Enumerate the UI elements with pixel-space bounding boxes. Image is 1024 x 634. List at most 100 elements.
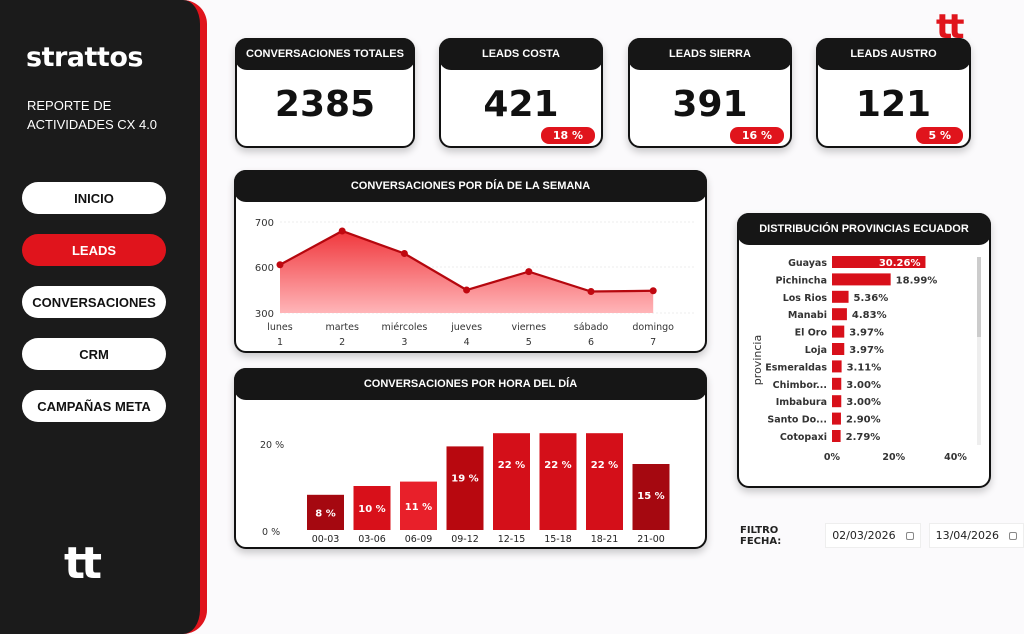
kpi-percent-badge: 18 % [540,127,595,144]
category-label: Cotopaxi [780,432,827,443]
kpi-title: LEADS SIERRA [628,38,792,70]
category-label: Chimbor... [773,380,827,391]
x-tick-label: 06-09 [405,534,433,545]
bar-value-label: 2.79% [846,432,881,443]
bar [353,486,391,530]
bar [446,446,484,530]
nav-inicio[interactable]: INICIO [22,182,166,214]
category-label: Pichincha [776,275,827,286]
bar-value-label: 4.83% [852,310,887,321]
x-tick-label: 12-15 [498,534,526,545]
bar-value-label: 18.99% [896,275,938,286]
y-axis-label: provincia [751,335,764,385]
x-tick-label: 0% [824,452,841,463]
y-tick-label: 600 [255,263,274,274]
bar-value-label: 2.90% [846,415,881,426]
calendar-icon[interactable] [1009,531,1017,540]
bar-value-label: 3.11% [847,362,882,373]
bar [586,433,623,530]
category-label: Guayas [788,258,827,269]
chart-title: CONVERSACIONES POR DÍA DE LA SEMANA [234,170,707,202]
x-tick-label: 03-06 [358,534,386,545]
bar-value-label: 10 % [358,504,385,515]
bar [832,395,842,408]
chart-provincias: DISTRIBUCIÓN PROVINCIAS ECUADOR provinci… [737,213,991,488]
bar [832,377,842,390]
data-point [587,288,595,296]
x-tick-label: 40% [944,452,967,463]
bar-value-label: 11 % [405,502,432,513]
bar [832,412,841,425]
x-tick-sublabel: 3 [401,337,407,348]
x-tick-label: sábado [574,322,609,333]
kpi-leads-austro: LEADS AUSTRO 121 5 % [816,38,971,148]
line-chart: 700 600 300 lunes 1 martes 2 miércoles 3 jueves 4 v… [255,218,696,348]
bar [832,325,845,338]
x-tick-label: martes [325,322,359,333]
kpi-title: CONVERSACIONES TOTALES [235,38,415,70]
y-tick-label: 700 [255,218,274,229]
kpi-percent-badge: 5 % [916,127,963,144]
scrollbar-track [977,257,981,445]
bar-value-label: 3.97% [849,345,884,356]
bar-value-label: 22 % [498,460,525,471]
bar-value-label: 19 % [451,473,478,484]
nav-leads[interactable]: LEADS [22,234,166,266]
x-tick-label: miércoles [381,322,427,333]
date-to-value: 13/04/2026 [935,529,999,542]
kpi-value: 421 [483,84,559,125]
scrollbar-thumb[interactable] [977,257,981,337]
x-tick-label: 00-03 [312,534,340,545]
bar [832,343,845,355]
x-tick-label: 09-12 [451,534,479,545]
date-filter: FILTRO FECHA: 02/03/2026 13/04/2026 [740,523,1024,548]
bar [832,308,847,321]
bar [400,481,437,530]
kpi-title: LEADS AUSTRO [816,38,971,70]
bar-value-label: 3.00% [846,380,881,391]
category-label: Santo Do... [767,415,827,426]
x-tick-label: domingo [632,322,674,333]
data-point [338,227,346,235]
bar [832,273,891,286]
x-tick-sublabel: 5 [526,337,532,348]
bar-value-label: 22 % [544,460,571,471]
bar [539,433,577,530]
kpi-leads-sierra: LEADS SIERRA 391 16 % [628,38,792,148]
date-from-input[interactable]: 02/03/2026 [825,523,921,548]
area-fill [280,231,654,313]
bar [832,256,926,268]
tt-logo: tt [64,538,102,589]
bar-value-label: 15 % [637,491,664,502]
x-tick-sublabel: 7 [650,337,656,348]
bar-value-label: 8 % [315,508,335,519]
nav-campanas-meta[interactable]: CAMPAÑAS META [22,390,166,422]
category-label: El Oro [795,328,828,339]
y-tick-label: 0 % [262,527,280,538]
category-label: Imbabura [776,397,827,408]
kpi-value: 121 [855,84,932,125]
sidebar: strattos REPORTE DE ACTIVIDADES CX 4.0 IN… [0,0,207,634]
date-to-input[interactable]: 13/04/2026 [928,523,1024,548]
chart-hora-dia: CONVERSACIONES POR HORA DEL DÍA 20 % 0 % 8… [234,368,707,549]
category-label: Manabi [788,310,827,321]
data-point [463,286,471,294]
data-point [400,250,408,257]
bar-value-label: 22 % [591,460,618,471]
calendar-icon[interactable] [905,531,914,540]
nav-conversaciones[interactable]: CONVERSACIONES [22,286,166,318]
y-tick-label: 300 [255,309,274,320]
bar [832,360,842,373]
x-tick-label: 20% [882,452,905,463]
subtitle-line-1: REPORTE DE [27,98,112,113]
kpi-conversaciones-totales: CONVERSACIONES TOTALES 2385 [235,38,415,148]
category-label: Los Rios [783,293,828,304]
category-label: Esmeraldas [765,362,827,373]
bar [632,464,670,530]
bar-chart: 20 % 0 % 8 % 00-03 10 % 03-06 11 % 06-09 19 % 09-… [260,433,670,545]
bar-value-label: 3.97% [849,328,884,339]
bar [307,494,344,530]
x-tick-label: viernes [511,322,546,333]
nav-crm[interactable]: CRM [22,338,166,370]
x-tick-sublabel: 2 [339,337,345,348]
